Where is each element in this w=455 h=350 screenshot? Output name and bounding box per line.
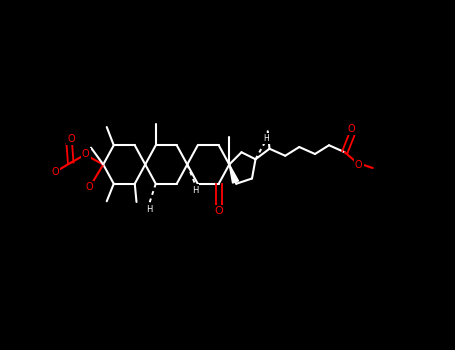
Text: O: O <box>355 160 363 169</box>
Text: O: O <box>51 167 59 177</box>
Text: H: H <box>146 205 152 214</box>
Text: O: O <box>86 182 93 192</box>
Text: O: O <box>67 134 75 144</box>
Polygon shape <box>229 164 238 183</box>
Text: O: O <box>348 124 355 134</box>
Text: O: O <box>82 149 90 159</box>
Text: O: O <box>214 206 223 216</box>
Text: H: H <box>192 186 198 195</box>
Text: H: H <box>263 134 269 143</box>
